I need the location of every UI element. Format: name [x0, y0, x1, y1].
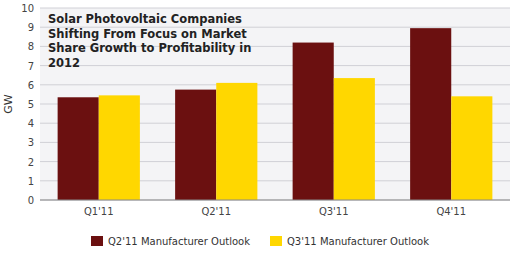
y-axis-label: GW [2, 94, 15, 114]
x-tick-label: Q3'11 [319, 206, 349, 217]
y-tick-label: 10 [21, 3, 34, 14]
bar [451, 96, 492, 200]
bar [293, 43, 334, 200]
y-tick-label: 3 [28, 137, 34, 148]
legend-item: Q2'11 Manufacturer Outlook [91, 236, 250, 247]
chart: 0 1 2 3 4 5 6 7 8 9 10 GW Q1'11 Q2'11 Q3'11 Q4'11 Solar … [0, 0, 520, 259]
y-tick-label: 7 [28, 61, 34, 72]
x-tick-label: Q4'11 [436, 206, 466, 217]
plot-area [40, 8, 510, 200]
legend-label: Q2'11 Manufacturer Outlook [108, 236, 250, 247]
x-axis-line [40, 200, 510, 201]
grid-line [40, 200, 510, 201]
y-tick-label: 4 [28, 118, 34, 129]
y-tick-label: 5 [28, 99, 34, 110]
x-tick-label: Q2'11 [201, 206, 231, 217]
bar [410, 28, 451, 200]
title: Solar Photovoltaic CompaniesShifting Fro… [48, 12, 251, 70]
bar [334, 78, 375, 200]
bar [58, 97, 99, 200]
legend: Q2'11 Manufacturer Outlook Q3'11 Manufact… [91, 236, 429, 247]
legend-swatch [270, 236, 282, 246]
legend-label: Q3'11 Manufacturer Outlook [287, 236, 429, 247]
y-tick-label: 6 [28, 80, 34, 91]
y-tick-label: 1 [28, 176, 34, 187]
x-tick-label: Q1'11 [84, 206, 114, 217]
y-tick-label: 2 [28, 157, 34, 168]
y-tick-label: 9 [28, 22, 34, 33]
grid [40, 8, 510, 200]
y-tick-label: 8 [28, 41, 34, 52]
bar [216, 83, 257, 200]
legend-item: Q3'11 Manufacturer Outlook [270, 236, 429, 247]
y-tick-label: 0 [28, 195, 34, 206]
bar [175, 90, 216, 200]
grid-line [40, 8, 510, 9]
bar [99, 95, 140, 200]
legend-swatch [91, 236, 103, 246]
